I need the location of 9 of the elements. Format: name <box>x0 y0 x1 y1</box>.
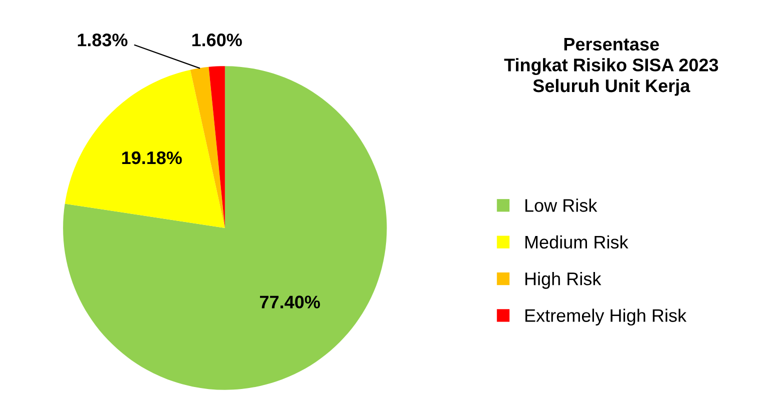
legend-label: Low Risk <box>525 198 598 212</box>
legend-label: High Risk <box>525 272 602 289</box>
text: Persentase Tingkat Risiko SISA 2023 Seluruh Unit Kerja <box>504 38 718 96</box>
data-label: 77.40% <box>260 296 320 308</box>
data-label: 19.18% <box>122 151 182 164</box>
data-label: 1.83% <box>78 34 128 46</box>
data-label: 1.60% <box>192 34 242 46</box>
legend-label: Medium Risk <box>525 235 628 249</box>
legend-label: Extremely High Risk <box>525 308 687 326</box>
